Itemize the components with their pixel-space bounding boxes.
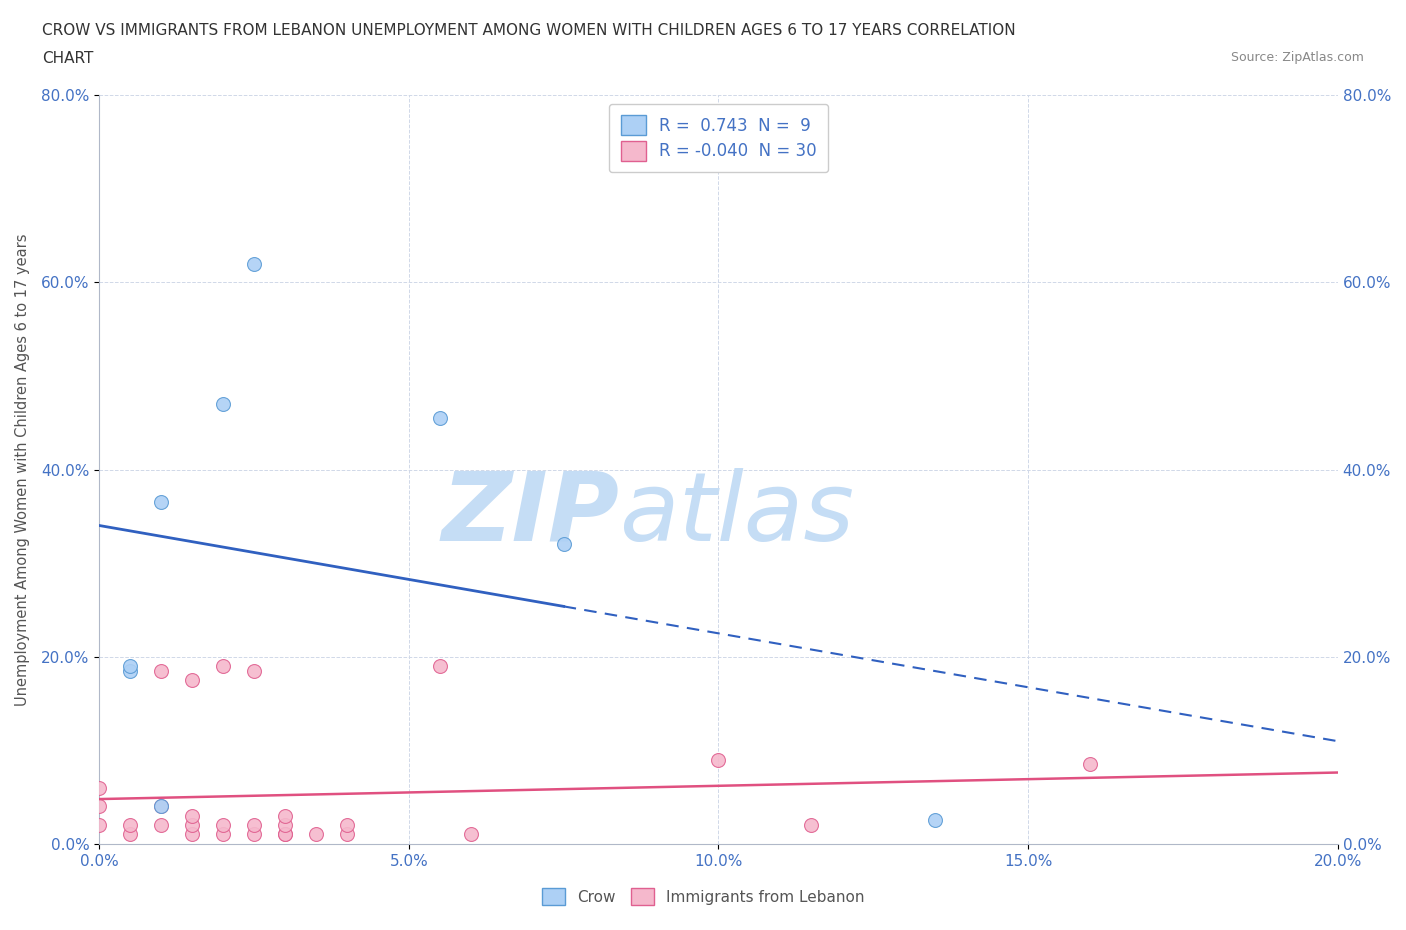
Y-axis label: Unemployment Among Women with Children Ages 6 to 17 years: Unemployment Among Women with Children A… <box>15 233 30 706</box>
Point <box>243 257 266 272</box>
Point <box>336 827 359 842</box>
Point <box>150 799 173 814</box>
Point <box>429 658 451 673</box>
Point <box>243 817 266 832</box>
Point <box>553 537 575 551</box>
Point <box>89 799 111 814</box>
Legend: R =  0.743  N =  9, R = -0.040  N = 30: R = 0.743 N = 9, R = -0.040 N = 30 <box>609 104 828 172</box>
Text: CHART: CHART <box>42 51 94 66</box>
Point <box>243 827 266 842</box>
Point <box>212 817 235 832</box>
Point <box>274 827 297 842</box>
Legend: Crow, Immigrants from Lebanon: Crow, Immigrants from Lebanon <box>534 880 872 913</box>
Point <box>212 397 235 412</box>
Point <box>212 827 235 842</box>
Point <box>89 780 111 795</box>
Point <box>212 658 235 673</box>
Point <box>274 808 297 823</box>
Point <box>120 658 142 673</box>
Point <box>800 817 823 832</box>
Point <box>150 663 173 678</box>
Point <box>181 672 204 687</box>
Point <box>120 827 142 842</box>
Point <box>120 817 142 832</box>
Point <box>274 827 297 842</box>
Point <box>460 827 482 842</box>
Point <box>120 663 142 678</box>
Point <box>336 817 359 832</box>
Point <box>429 411 451 426</box>
Point <box>181 827 204 842</box>
Text: ZIP: ZIP <box>441 468 620 561</box>
Point <box>181 808 204 823</box>
Point <box>707 752 730 767</box>
Point <box>1078 757 1101 772</box>
Text: Source: ZipAtlas.com: Source: ZipAtlas.com <box>1230 51 1364 64</box>
Point <box>243 663 266 678</box>
Point <box>181 817 204 832</box>
Point <box>924 813 946 828</box>
Point <box>150 799 173 814</box>
Text: atlas: atlas <box>620 468 855 561</box>
Point <box>274 817 297 832</box>
Point <box>150 495 173 510</box>
Text: CROW VS IMMIGRANTS FROM LEBANON UNEMPLOYMENT AMONG WOMEN WITH CHILDREN AGES 6 TO: CROW VS IMMIGRANTS FROM LEBANON UNEMPLOY… <box>42 23 1015 38</box>
Point <box>305 827 328 842</box>
Point <box>150 817 173 832</box>
Point <box>89 817 111 832</box>
